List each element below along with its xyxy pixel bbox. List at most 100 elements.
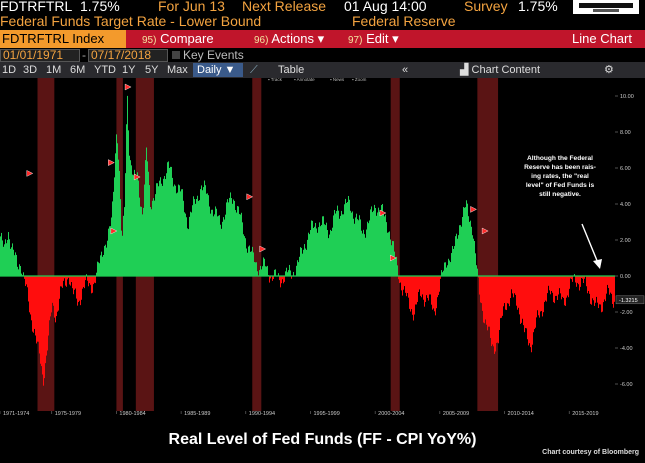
area-bar-positive — [111, 217, 112, 276]
area-bar-negative — [507, 276, 508, 304]
toolbar: FDTRFTRL Index 95) Compare 96) Actions ▾… — [0, 30, 645, 48]
area-bar-negative — [46, 276, 47, 356]
edit-button[interactable]: 97) Edit ▾ — [348, 30, 399, 48]
area-bar-positive — [196, 199, 197, 276]
area-bar-positive — [243, 234, 244, 276]
area-bar-positive — [304, 244, 305, 276]
x-tick-label: 2010-2014 — [508, 411, 534, 416]
area-bar-positive — [321, 224, 322, 276]
area-bar-negative — [492, 276, 493, 345]
area-bar-positive — [204, 180, 205, 276]
area-bar-negative — [64, 276, 65, 279]
area-bar-negative — [485, 276, 486, 320]
area-bar-negative — [598, 276, 599, 309]
area-bar-positive — [177, 192, 178, 276]
actions-button[interactable]: 96) Actions ▾ — [254, 30, 324, 48]
area-bar-negative — [481, 276, 482, 304]
area-bar-negative — [94, 276, 95, 283]
area-bar-positive — [155, 194, 156, 276]
area-bar-negative — [528, 276, 529, 346]
area-bar-positive — [18, 269, 19, 276]
annotation-text: Although the Federal Reserve has been rai… — [524, 155, 596, 198]
frequency-dropdown[interactable]: Daily ▼ — [193, 63, 243, 77]
period-5y[interactable]: 5Y — [145, 64, 159, 76]
area-bar-negative — [71, 276, 72, 283]
area-bar-positive — [191, 212, 192, 276]
area-bar-positive — [375, 208, 376, 276]
area-bar-negative — [68, 276, 69, 278]
chart-content-button[interactable]: ▟ Chart Content — [460, 62, 540, 78]
area-bar-positive — [471, 226, 472, 276]
area-bar-positive — [153, 198, 154, 276]
area-bar-negative — [552, 276, 553, 293]
period-ytd[interactable]: YTD — [94, 64, 116, 76]
security-field[interactable]: FDTRFTRL Index — [0, 30, 126, 48]
series-name: Federal Funds Target Rate - Lower Bound — [0, 13, 262, 29]
area-bar-positive — [447, 265, 448, 276]
area-bar-positive — [215, 206, 216, 276]
event-marker — [481, 227, 489, 235]
period-1m[interactable]: 1M — [46, 64, 62, 76]
area-bar-negative — [514, 276, 515, 294]
area-bar-negative — [510, 276, 511, 299]
ticker-symbol[interactable]: FDTRFTRL — [0, 0, 73, 14]
area-bar-negative — [592, 276, 593, 299]
event-marker — [246, 193, 254, 201]
collapse-icon[interactable]: « — [402, 64, 409, 76]
period-6m[interactable]: 6M — [70, 64, 86, 76]
area-bar-positive — [275, 269, 276, 276]
area-bar-negative — [483, 276, 484, 323]
period-max[interactable]: Max — [167, 64, 188, 76]
area-bar-positive — [356, 213, 357, 276]
area-bar-positive — [298, 262, 299, 276]
area-bar-positive — [5, 239, 6, 276]
area-bar-negative — [494, 276, 495, 354]
table-button[interactable]: Table — [278, 64, 305, 76]
area-bar-positive — [249, 245, 250, 276]
key-events-toggle[interactable]: Key Events — [172, 48, 244, 62]
view-selector[interactable]: Line Chart — [572, 31, 632, 46]
area-bar-negative — [75, 276, 76, 289]
area-bar-negative — [33, 276, 34, 333]
area-bar-negative — [578, 276, 579, 285]
area-bar-negative — [36, 276, 37, 344]
area-bar-positive — [179, 185, 180, 276]
area-bar-positive — [178, 184, 179, 276]
line-chart-icon[interactable]: ⟋ — [250, 64, 258, 76]
x-tick-label: 1990-1994 — [249, 411, 275, 416]
chart-title: Real Level of Fed Funds (FF - CPI YoY%) — [168, 431, 477, 448]
area-bar-positive — [150, 207, 151, 276]
area-bar-negative — [80, 276, 81, 306]
area-bar-positive — [349, 199, 350, 276]
area-bar-positive — [128, 130, 129, 276]
area-bar-positive — [176, 193, 177, 276]
area-bar-positive — [101, 251, 102, 276]
area-bar-positive — [449, 260, 450, 276]
period-1y[interactable]: 1Y — [122, 64, 136, 76]
area-bar-positive — [302, 253, 303, 276]
period-3d[interactable]: 3D — [23, 64, 38, 76]
area-bar-negative — [536, 276, 537, 318]
area-bar-negative — [583, 276, 584, 283]
area-bar-negative — [516, 276, 517, 306]
start-date-input[interactable]: 01/01/1971 — [0, 49, 80, 62]
area-bar-positive — [230, 192, 231, 276]
gear-icon[interactable]: ⚙ — [604, 64, 614, 76]
compare-button[interactable]: 95) Compare — [142, 30, 214, 48]
area-bar-positive — [274, 269, 275, 276]
area-bar-negative — [506, 276, 507, 311]
y-tick-label: -6.00 — [620, 382, 633, 388]
area-bar-positive — [262, 266, 263, 276]
period-1d[interactable]: 1D — [2, 64, 17, 76]
area-bar-negative — [270, 276, 271, 279]
area-bar-positive — [193, 196, 194, 276]
event-marker — [110, 227, 118, 235]
area-bar-positive — [306, 249, 307, 276]
area-bar-positive — [99, 263, 100, 276]
end-date-input[interactable]: 07/17/2018 — [88, 49, 168, 62]
area-bar-negative — [423, 276, 424, 300]
area-bar-positive — [175, 185, 176, 276]
area-bar-negative — [557, 276, 558, 300]
area-bar-positive — [353, 218, 354, 276]
area-bar-positive — [394, 251, 395, 276]
